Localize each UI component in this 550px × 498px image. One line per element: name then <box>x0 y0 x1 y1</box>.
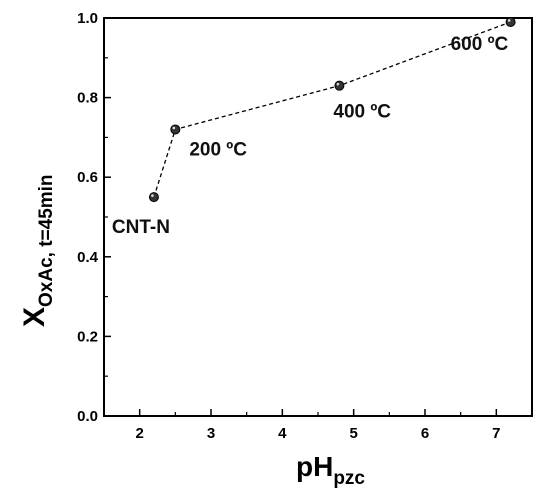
data-point <box>334 80 345 91</box>
y-tick-label: 0.8 <box>77 90 98 107</box>
x-tick-label: 2 <box>135 425 143 442</box>
x-axis-title: pHpzc <box>296 451 365 489</box>
x-tick-label: 6 <box>421 425 429 442</box>
data-point-highlight <box>151 194 154 197</box>
data-point-highlight <box>172 126 176 130</box>
data-point-label: 400 ºC <box>333 102 391 123</box>
data-point-label: 600 ºC <box>451 34 509 55</box>
data-point-highlight <box>507 19 511 22</box>
x-tick-label: 3 <box>207 425 215 442</box>
data-point-highlight <box>336 82 340 86</box>
series-line <box>153 21 511 198</box>
y-tick-label: 0.4 <box>77 249 99 266</box>
y-axis-title: XOxAc, t=45min <box>18 174 57 327</box>
data-point-label: CNT-N <box>112 217 170 238</box>
data-point <box>170 124 181 135</box>
x-axis-ticks: 2 3 4 5 6 7 <box>103 409 501 442</box>
x-tick-label: 5 <box>349 425 357 442</box>
data-point <box>148 192 159 203</box>
data-point <box>505 16 516 27</box>
data-points: CNT-N 200 ºC 400 ºC 600 ºC <box>112 16 516 238</box>
y-tick-label: 0.6 <box>77 169 98 186</box>
y-tick-label: 0.0 <box>77 408 98 425</box>
y-axis-ticks: 0.0 0.2 0.4 0.6 0.8 1.0 <box>77 10 111 425</box>
y-tick-label: 1.0 <box>77 10 98 27</box>
y-tick-label: 0.2 <box>77 328 98 345</box>
x-tick-label: 4 <box>278 425 287 442</box>
x-tick-label: 7 <box>492 425 500 442</box>
data-point-label: 200 ºC <box>189 139 247 160</box>
